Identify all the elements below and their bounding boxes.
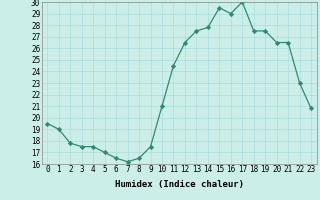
X-axis label: Humidex (Indice chaleur): Humidex (Indice chaleur) <box>115 180 244 189</box>
